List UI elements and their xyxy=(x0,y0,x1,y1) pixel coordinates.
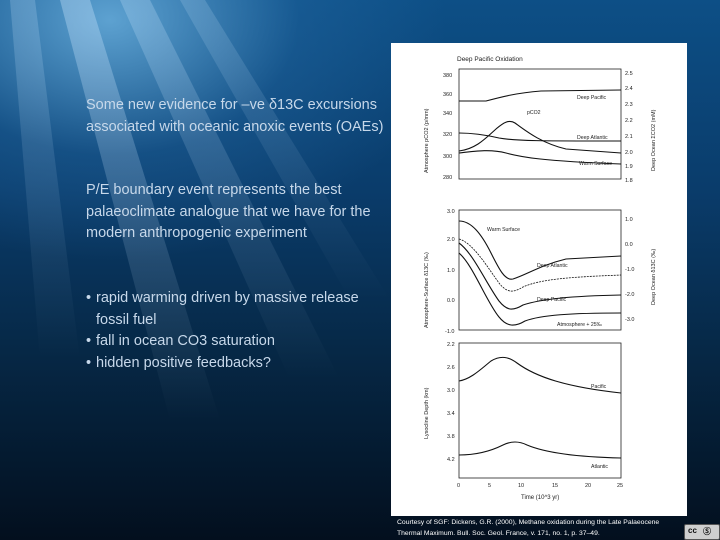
tick-label: 1.0 xyxy=(447,268,455,274)
pe-boundary-text: P/E boundary event represents the best p… xyxy=(86,182,371,241)
x-tick-label: 25 xyxy=(617,483,623,489)
tick-label: 2.2 xyxy=(625,118,633,124)
curve-label: Deep Pacific xyxy=(577,95,607,101)
tick-label: -2.0 xyxy=(625,292,634,298)
share-alike-icon: Ⓢ xyxy=(703,527,711,536)
panel-middle: Atmosphere-Surface δ13C (‰) Deep Ocean δ… xyxy=(424,209,657,335)
figure-caption: Courtesy of SGF: Dickens, G.R. (2000), M… xyxy=(397,517,697,539)
curve-label: Warm Surface xyxy=(579,161,612,167)
cc-icon: cc xyxy=(688,526,697,535)
curve-label: Atlantic xyxy=(591,464,608,470)
intro-text: Some new evidence for –ve δ13C excursion… xyxy=(86,97,384,135)
tick-label: 3.0 xyxy=(447,388,455,394)
pe-boundary-paragraph: P/E boundary event represents the best p… xyxy=(86,180,386,245)
figure-graphic: Deep Pacific Oxidation Atmosphere pCO2 (… xyxy=(424,56,657,501)
deep-pacific-curve xyxy=(459,89,622,102)
x-axis-label: Time (10^3 yr) xyxy=(521,495,559,501)
tick-label: 0.0 xyxy=(625,242,633,248)
caption-line: Thermal Maximum. Bull. Soc. Geol. France… xyxy=(397,530,600,537)
atlantic-lysocline-curve xyxy=(458,441,622,459)
curve-label: Deep Atlantic xyxy=(537,263,568,269)
deep-atlantic-d13c-curve xyxy=(458,238,622,292)
bullet-text: hidden positive feedbacks? xyxy=(96,354,271,371)
tick-label: 3.8 xyxy=(447,434,455,440)
curve-label: Deep Pacific xyxy=(537,297,567,303)
tick-label: 320 xyxy=(443,132,452,138)
list-item: • rapid warming driven by massive releas… xyxy=(86,288,386,331)
tick-label: 2.3 xyxy=(625,102,633,108)
curve-label: Pacific xyxy=(591,384,607,390)
tick-label: 360 xyxy=(443,92,452,98)
panel-bottom: Lysocline Depth (km) 2.2 2.6 3.0 3.4 3.8… xyxy=(424,342,623,501)
bullet-text: fall in ocean CO3 saturation xyxy=(96,333,275,349)
tick-label: 380 xyxy=(443,73,452,79)
x-tick-label: 5 xyxy=(488,483,491,489)
warm-surface-d13c-curve xyxy=(458,220,622,280)
warm-surface-curve xyxy=(458,150,622,165)
tick-label: 2.1 xyxy=(625,134,633,140)
deep-atlantic-curve xyxy=(458,132,622,142)
tick-label: 2.2 xyxy=(447,342,455,348)
curve-label: pCO2 xyxy=(527,110,541,116)
x-tick-label: 0 xyxy=(457,483,460,489)
panel-top: Atmosphere pCO2 (p/mm) Deep Ocean ΣCO2 (… xyxy=(424,68,657,184)
tick-label: -1.0 xyxy=(445,329,454,335)
tick-label: -1.0 xyxy=(625,267,634,273)
y-axis-label-left: Atmosphere-Surface δ13C (‰) xyxy=(424,252,430,328)
pacific-lysocline-curve xyxy=(458,356,622,394)
figure-title: Deep Pacific Oxidation xyxy=(457,56,523,63)
tick-label: 3.0 xyxy=(447,209,455,215)
curve-label: Warm Surface xyxy=(487,227,520,233)
y-axis-label-right: Deep Ocean ΣCO2 (mM) xyxy=(651,109,657,171)
figure-panel: Deep Pacific Oxidation Atmosphere pCO2 (… xyxy=(391,43,687,516)
curve-label: Deep Atlantic xyxy=(577,135,608,141)
caption-line: Courtesy of SGF: Dickens, G.R. (2000), M… xyxy=(397,519,660,526)
tick-label: 0.0 xyxy=(447,298,455,304)
tick-label: 300 xyxy=(443,154,452,160)
tick-label: 2.6 xyxy=(447,365,455,371)
tick-label: 1.9 xyxy=(625,164,633,170)
tick-label: 4.2 xyxy=(447,457,455,463)
x-tick-label: 15 xyxy=(552,483,558,489)
bullet-text: rapid warming driven by massive release … xyxy=(96,290,359,328)
y-axis-label-right: Deep Ocean δ13C (‰) xyxy=(651,249,657,305)
tick-label: 3.4 xyxy=(447,411,455,417)
bullet-glyph: • xyxy=(86,354,92,371)
list-item: • hidden positive feedbacks? xyxy=(86,353,386,375)
tick-label: 2.0 xyxy=(625,150,633,156)
bullet-glyph: • xyxy=(86,290,92,306)
x-tick-label: 20 xyxy=(585,483,591,489)
tick-label: 2.4 xyxy=(625,86,633,92)
pco2-curve xyxy=(458,120,622,154)
tick-label: 1.8 xyxy=(625,178,633,184)
tick-label: 280 xyxy=(443,175,452,181)
deep-pacific-d13c-curve xyxy=(458,242,622,310)
y-axis-label-left: Atmosphere pCO2 (p/mm) xyxy=(424,108,430,173)
bullet-glyph: • xyxy=(86,333,92,349)
creative-commons-badge[interactable]: cc Ⓢ xyxy=(684,524,720,540)
curve-label: Atmosphere + 25‰ xyxy=(557,322,603,328)
tick-label: -3.0 xyxy=(625,317,634,323)
atmosphere-d13c-curve xyxy=(458,252,622,326)
tick-label: 1.0 xyxy=(625,217,633,223)
intro-paragraph: Some new evidence for –ve δ13C excursion… xyxy=(86,95,386,138)
tick-label: 340 xyxy=(443,111,452,117)
y-axis-label-left: Lysocline Depth (km) xyxy=(424,387,430,439)
list-item: • fall in ocean CO3 saturation xyxy=(86,331,386,353)
tick-label: 2.5 xyxy=(625,71,633,77)
tick-label: 2.0 xyxy=(447,237,455,243)
x-tick-label: 10 xyxy=(518,483,524,489)
bullet-list: • rapid warming driven by massive releas… xyxy=(86,288,386,374)
